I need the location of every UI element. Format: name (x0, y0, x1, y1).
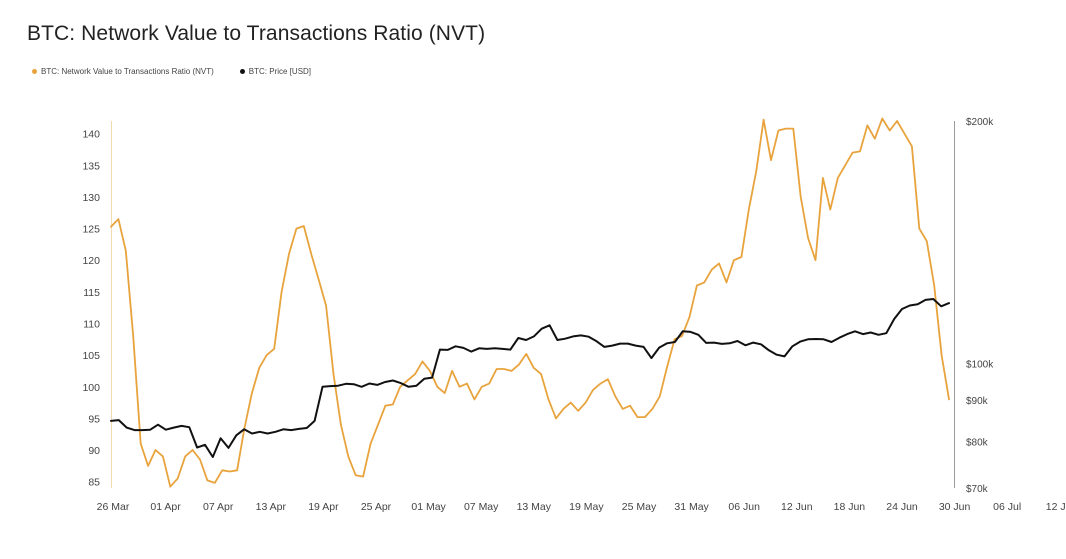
x-tick-label: 30 Jun (939, 501, 971, 513)
x-tick-label: 06 Jul (993, 501, 1021, 513)
x-axis: 26 Mar 01 Apr 07 Apr 13 Apr 19 Apr 25 Apr 01 M… (97, 501, 1066, 513)
legend-price-swatch (239, 69, 245, 74)
right-axis: $70k $80k $90k $100k $200k (954, 117, 994, 495)
left-tick-label: 130 (82, 192, 100, 204)
legend: BTC: Network Value to Transactions Ratio… (32, 67, 311, 76)
x-tick-label: 07 May (464, 501, 499, 513)
x-tick-label: 18 Jun (834, 501, 866, 513)
chart-title: BTC: Network Value to Transactions Ratio… (27, 22, 486, 45)
left-tick-label: 110 (83, 318, 100, 330)
x-tick-label: 06 Jun (728, 501, 760, 513)
x-tick-label: 13 May (517, 501, 552, 513)
x-tick-label: 12 Jun (781, 501, 813, 513)
x-tick-label: 25 Apr (361, 501, 392, 513)
x-tick-label: 01 Apr (150, 501, 181, 513)
left-tick-label: 90 (88, 445, 100, 457)
x-tick-label: 24 Jun (886, 501, 918, 513)
legend-item-price[interactable]: BTC: Price [USD] (239, 67, 312, 76)
legend-item-nvt[interactable]: BTC: Network Value to Transactions Ratio… (32, 67, 214, 76)
x-tick-label: 25 May (622, 501, 657, 513)
right-tick-label: $80k (966, 437, 989, 448)
right-tick-label: $200k (966, 117, 994, 128)
x-tick-label: 19 Apr (308, 501, 339, 513)
left-tick-label: 120 (82, 255, 100, 267)
left-tick-label: 115 (83, 287, 100, 299)
right-tick-label: $100k (966, 359, 994, 370)
x-tick-label: 12 Jul (1046, 501, 1066, 513)
left-tick-label: 95 (88, 413, 100, 425)
x-tick-label: 13 Apr (256, 501, 287, 513)
left-axis: 85 90 95 100 105 110 115 120 125 130 135 140 (82, 121, 112, 489)
left-tick-label: 85 (88, 477, 100, 489)
left-tick-label: 140 (82, 129, 100, 141)
left-tick-label: 135 (82, 160, 100, 172)
x-tick-label: 31 May (674, 501, 709, 513)
left-tick-label: 105 (82, 350, 100, 362)
right-tick-label: $90k (966, 396, 989, 407)
legend-price-label: BTC: Price [USD] (248, 67, 312, 76)
left-tick-label: 100 (82, 382, 100, 394)
nvt-series-line (110, 117, 950, 488)
x-tick-label: 07 Apr (203, 501, 234, 513)
x-tick-label: 26 Mar (97, 501, 130, 513)
x-tick-label: 01 May (411, 501, 446, 513)
legend-nvt-label: BTC: Network Value to Transactions Ratio… (41, 67, 214, 76)
x-tick-label: 19 May (569, 501, 604, 513)
right-tick-label: $70k (966, 484, 989, 495)
series-lines (110, 117, 950, 488)
left-tick-label: 125 (82, 224, 100, 236)
price-series-line (110, 298, 950, 458)
legend-nvt-swatch (32, 69, 37, 74)
